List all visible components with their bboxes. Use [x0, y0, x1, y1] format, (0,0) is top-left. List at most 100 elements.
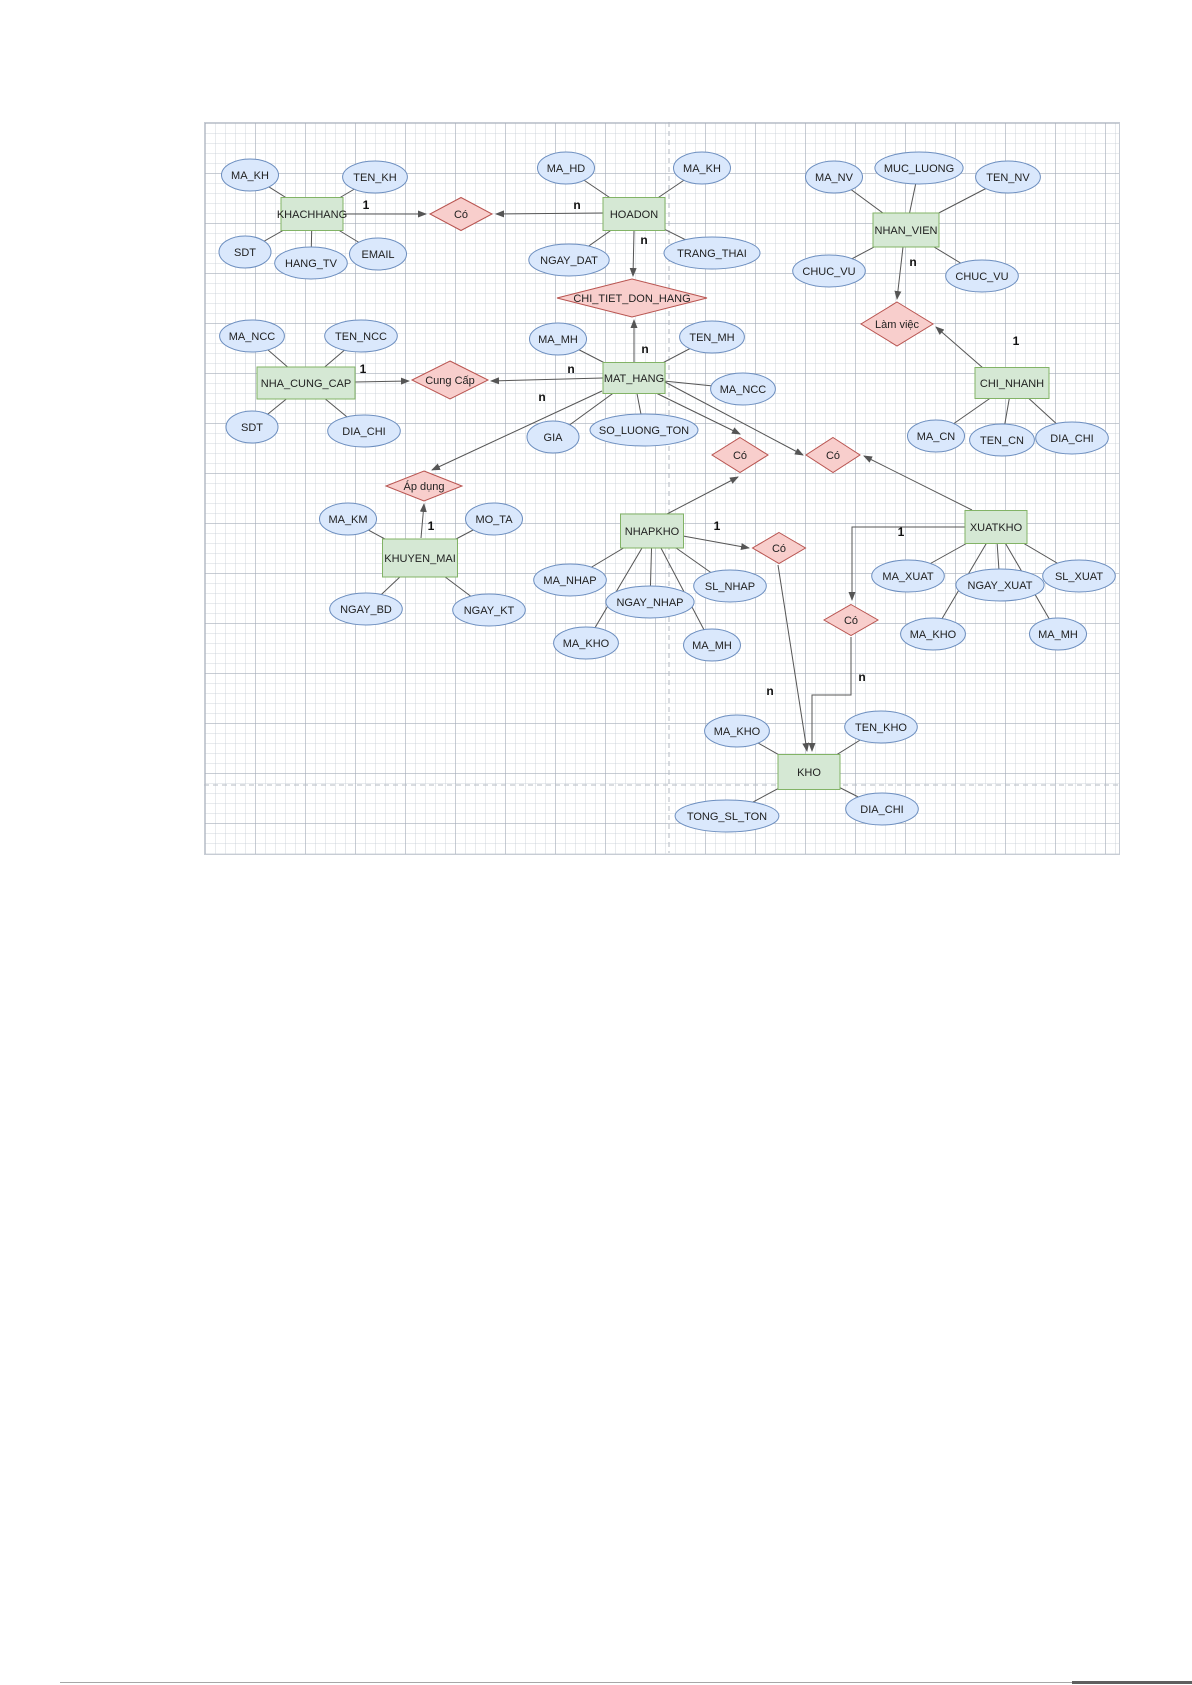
edge-co_5-kho[interactable]	[808, 637, 852, 752]
attribute-chuc_vu-nhan_vien[interactable]: CHUC_VU	[945, 259, 1019, 293]
attribute-ellipse[interactable]	[955, 568, 1045, 602]
attribute-ma_mh-nhapkho[interactable]: MA_MH	[683, 628, 741, 662]
relationship-ap_dung[interactable]: Áp dụng	[384, 470, 464, 502]
relationship-lam_viec[interactable]: Làm việc	[860, 301, 934, 347]
attribute-ellipse[interactable]	[679, 320, 745, 354]
attribute-ellipse[interactable]	[452, 593, 526, 627]
attribute-ngay_xuat-xuatkho[interactable]: NGAY_XUAT	[955, 568, 1045, 602]
attribute-ellipse[interactable]	[319, 502, 377, 536]
attribute-edge-nhapkho-ma_mh[interactable]	[651, 530, 713, 646]
relationship-diamond[interactable]	[751, 531, 807, 565]
attribute-ngay_bd-khuyen_mai[interactable]: NGAY_BD	[329, 592, 403, 626]
entity-xuatkho[interactable]: XUATKHO	[964, 510, 1028, 544]
attribute-ellipse[interactable]	[704, 714, 770, 748]
edge-nhapkho-co_4[interactable]	[682, 535, 750, 551]
attribute-ten_cn-chi_nhanh[interactable]: TEN_CN	[969, 423, 1035, 457]
attribute-ellipse[interactable]	[526, 420, 580, 454]
attribute-ten_nv-nhan_vien[interactable]: TEN_NV	[975, 160, 1041, 194]
attribute-chuc_vu-nhan_vien[interactable]: CHUC_VU	[792, 254, 866, 288]
relationship-diamond[interactable]	[384, 470, 464, 502]
entity-mat_hang[interactable]: MAT_HANG	[602, 362, 666, 394]
relationship-diamond[interactable]	[711, 436, 769, 474]
relationship-diamond[interactable]	[860, 301, 934, 347]
attribute-ma_kho-xuatkho[interactable]: MA_KHO	[900, 617, 966, 651]
edge-nhapkho-co_2[interactable]	[666, 476, 739, 515]
attribute-ellipse[interactable]	[844, 710, 918, 744]
relationship-diamond[interactable]	[410, 360, 490, 400]
edge-hoadon-chi_tiet_don_hang[interactable]	[629, 230, 637, 277]
attribute-dia_chi-kho[interactable]: DIA_CHI	[845, 792, 919, 826]
attribute-ma_cn-chi_nhanh[interactable]: MA_CN	[907, 419, 965, 453]
entity-khachhang[interactable]: KHACHHANG	[277, 197, 347, 231]
relationship-cung_cap[interactable]: Cung Cấp	[410, 360, 490, 400]
attribute-ellipse[interactable]	[1035, 421, 1109, 455]
attribute-ellipse[interactable]	[710, 372, 776, 406]
attribute-email-khachhang[interactable]: EMAIL	[349, 237, 407, 271]
attribute-ellipse[interactable]	[673, 151, 731, 185]
attribute-ma_kho-kho[interactable]: MA_KHO	[704, 714, 770, 748]
attribute-ellipse[interactable]	[1029, 617, 1087, 651]
entity-kho[interactable]: KHO	[777, 754, 841, 790]
entity-chi_nhanh[interactable]: CHI_NHANH	[974, 367, 1050, 399]
attribute-ngay_kt-khuyen_mai[interactable]: NGAY_KT	[452, 593, 526, 627]
attribute-ellipse[interactable]	[528, 243, 610, 277]
attribute-ellipse[interactable]	[225, 410, 279, 444]
attribute-ellipse[interactable]	[683, 628, 741, 662]
attribute-ellipse[interactable]	[907, 419, 965, 453]
attribute-ellipse[interactable]	[693, 569, 767, 603]
attribute-ellipse[interactable]	[900, 617, 966, 651]
attribute-ten_kh-khachhang[interactable]: TEN_KH	[342, 160, 408, 194]
attribute-ellipse[interactable]	[674, 799, 780, 833]
attribute-so_luong_ton-mat_hang[interactable]: SO_LUONG_TON	[589, 413, 699, 447]
relationship-co_3[interactable]: Có	[805, 436, 861, 474]
edge-mat_hang-co_2[interactable]	[655, 392, 741, 435]
entity-nhan_vien[interactable]: NHAN_VIEN	[872, 212, 940, 248]
attribute-ellipse[interactable]	[537, 151, 595, 185]
attribute-ellipse[interactable]	[529, 322, 587, 356]
entity-box[interactable]	[964, 510, 1028, 544]
edge-khuyen_mai-ap_dung[interactable]	[419, 503, 427, 539]
entity-box[interactable]	[256, 366, 356, 400]
attribute-ellipse[interactable]	[1042, 559, 1116, 593]
attribute-ten_ncc-nha_cung_cap[interactable]: TEN_NCC	[324, 319, 398, 353]
attribute-ellipse[interactable]	[218, 235, 272, 269]
attribute-ellipse[interactable]	[274, 246, 348, 280]
attribute-ma_kh-hoadon[interactable]: MA_KH	[673, 151, 731, 185]
edge-xuatkho-co_3[interactable]	[863, 455, 973, 511]
edge-hoadon-co_1[interactable]	[495, 210, 604, 218]
entity-box[interactable]	[872, 212, 940, 248]
entity-box[interactable]	[777, 754, 841, 790]
attribute-ma_xuat-xuatkho[interactable]: MA_XUAT	[871, 559, 945, 593]
entity-box[interactable]	[602, 197, 666, 231]
entity-box[interactable]	[620, 513, 684, 549]
attribute-ten_mh-mat_hang[interactable]: TEN_MH	[679, 320, 745, 354]
relationship-co_1[interactable]: Có	[428, 196, 494, 232]
entity-nhapkho[interactable]: NHAPKHO	[620, 513, 684, 549]
edge-mat_hang-cung_cap[interactable]	[490, 377, 604, 385]
attribute-ma_mh-xuatkho[interactable]: MA_MH	[1029, 617, 1087, 651]
attribute-ellipse[interactable]	[969, 423, 1035, 457]
attribute-ellipse[interactable]	[553, 626, 619, 660]
entity-box[interactable]	[280, 197, 344, 231]
attribute-edge-nhapkho-ma_kho[interactable]	[585, 530, 653, 644]
edge-mat_hang-ap_dung[interactable]	[431, 390, 603, 471]
edge-xuatkho-co_5[interactable]	[848, 526, 965, 601]
relationship-chi_tiet_don_hang[interactable]: CHI_TIET_DON_HANG	[556, 278, 708, 318]
attribute-ma_kho-nhapkho[interactable]: MA_KHO	[553, 626, 619, 660]
entity-nha_cung_cap[interactable]: NHA_CUNG_CAP	[256, 366, 356, 400]
relationship-diamond[interactable]	[805, 436, 861, 474]
edge-co_4-kho[interactable]	[777, 564, 810, 752]
relationship-co_5[interactable]: Có	[822, 603, 880, 637]
attribute-ellipse[interactable]	[324, 319, 398, 353]
attribute-sdt-khachhang[interactable]: SDT	[218, 235, 272, 269]
attribute-ellipse[interactable]	[219, 319, 285, 353]
edge-chi_nhanh-lam_viec[interactable]	[935, 326, 984, 369]
attribute-ellipse[interactable]	[349, 237, 407, 271]
attribute-hang_tv-khachhang[interactable]: HANG_TV	[274, 246, 348, 280]
attribute-ellipse[interactable]	[663, 236, 761, 270]
attribute-ma_km-khuyen_mai[interactable]: MA_KM	[319, 502, 377, 536]
attribute-ma_ncc-mat_hang[interactable]: MA_NCC	[710, 372, 776, 406]
relationship-diamond[interactable]	[428, 196, 494, 232]
attribute-ten_kho-kho[interactable]: TEN_KHO	[844, 710, 918, 744]
attribute-ellipse[interactable]	[945, 259, 1019, 293]
